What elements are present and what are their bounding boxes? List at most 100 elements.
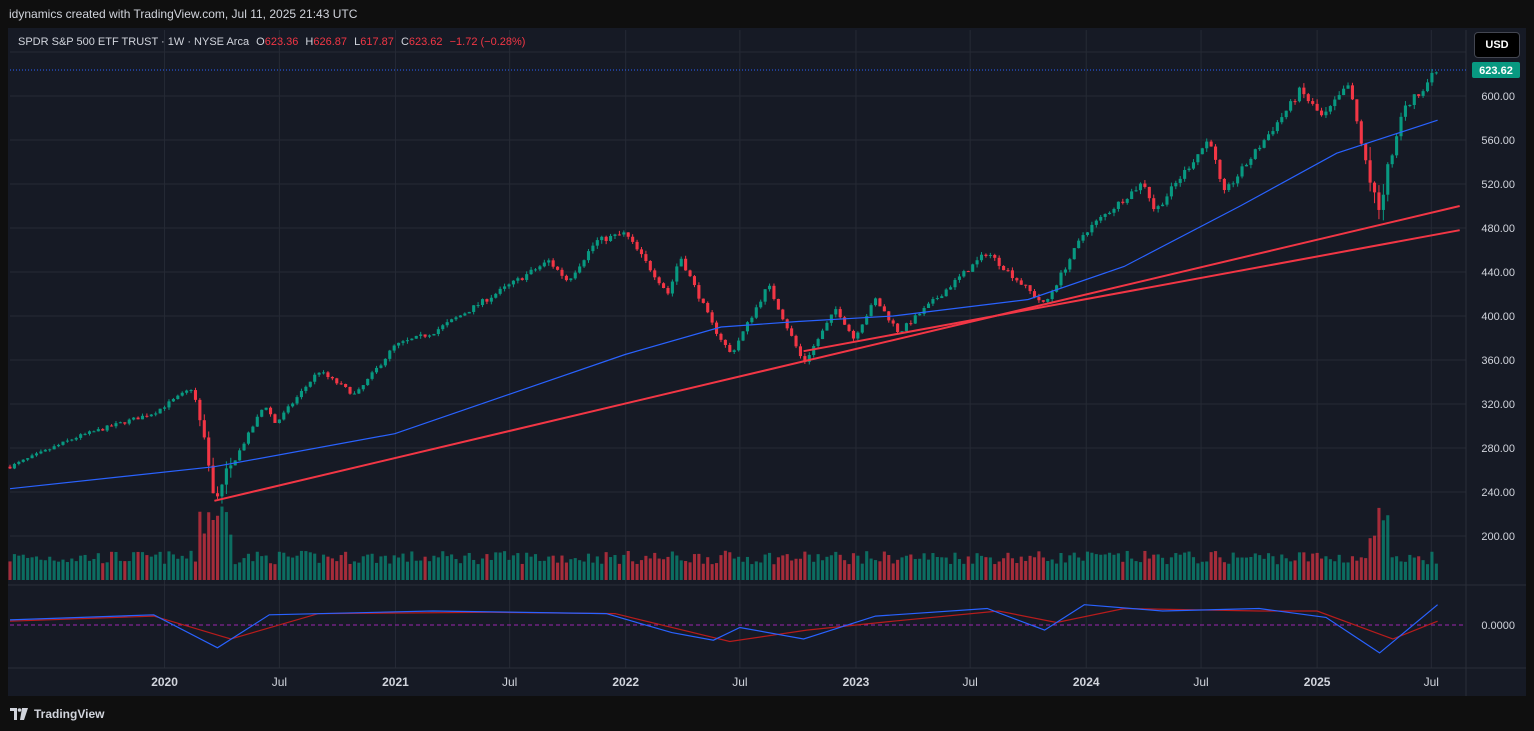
candle-body — [1253, 149, 1257, 159]
volume-bar — [715, 563, 719, 580]
currency-button[interactable]: USD — [1474, 32, 1520, 58]
candle-body — [392, 345, 396, 351]
candle-body — [1218, 159, 1222, 179]
close-label: C — [400, 36, 409, 48]
volume-bar — [1425, 564, 1430, 580]
candle-body — [1337, 95, 1341, 100]
candle-body — [776, 298, 780, 310]
candle-body — [313, 374, 317, 382]
candle-body — [820, 330, 825, 340]
volume-bar — [1183, 552, 1187, 580]
volume-bar — [498, 552, 502, 580]
candle-body — [600, 236, 604, 241]
volume-bar — [397, 557, 401, 580]
volume-bar — [383, 555, 387, 580]
volume-bar — [692, 554, 697, 580]
volume-bar — [847, 564, 851, 580]
time-tick-label: 2024 — [1073, 675, 1100, 689]
candle-body — [167, 401, 171, 408]
volume-bar — [79, 555, 83, 580]
candle-body — [551, 260, 555, 267]
candle-body — [772, 285, 776, 299]
candle-body — [454, 317, 458, 320]
candle-body — [1350, 85, 1354, 100]
candle-body — [1174, 182, 1178, 187]
volume-bar — [291, 557, 295, 580]
volume-bar — [1032, 557, 1037, 580]
candle-body — [639, 249, 644, 255]
candle-body — [529, 269, 533, 275]
volume-bar — [1311, 553, 1315, 580]
volume-bar — [480, 558, 485, 580]
volume-bar — [737, 556, 741, 580]
volume-bar — [419, 560, 423, 580]
candle-body — [1068, 259, 1072, 270]
volume-bar — [1412, 557, 1416, 580]
candle-body — [43, 449, 47, 452]
volume-bar — [613, 555, 617, 580]
volume-bar — [666, 556, 670, 580]
candle-body — [308, 381, 312, 387]
volume-bar — [1156, 554, 1160, 580]
candle-body — [1434, 72, 1438, 74]
volume-bar — [741, 561, 745, 580]
volume-bar — [193, 561, 198, 580]
candle-body — [1262, 140, 1266, 148]
candle-body — [538, 266, 542, 270]
volume-bar — [1293, 560, 1297, 580]
volume-bar — [635, 563, 639, 580]
candle-body — [763, 289, 767, 302]
candle-body — [1059, 272, 1063, 286]
volume-bar — [609, 557, 613, 580]
volume-bar — [198, 511, 202, 580]
candle-body — [662, 283, 666, 289]
volume-bar — [604, 552, 608, 580]
volume-bar — [467, 552, 471, 580]
candle-body — [1161, 204, 1165, 207]
volume-bar — [246, 553, 251, 580]
volume-bar — [843, 560, 847, 580]
candle-body — [1130, 191, 1134, 200]
candle-body — [74, 437, 78, 440]
candle-body — [158, 408, 162, 414]
candle-body — [1249, 158, 1253, 165]
candle-body — [807, 355, 811, 362]
tradingview-logo[interactable]: TradingView — [10, 707, 104, 721]
volume-bar — [118, 560, 122, 580]
volume-bar — [485, 554, 489, 580]
volume-bar — [697, 553, 701, 580]
volume-bar — [26, 557, 30, 580]
candle-body — [467, 311, 471, 314]
volume-bar — [1434, 563, 1438, 580]
volume-bar — [1024, 560, 1028, 580]
candle-body — [511, 280, 515, 285]
volume-bar — [189, 550, 193, 580]
price-chart[interactable]: 640.00600.00560.00520.00480.00440.00400.… — [0, 0, 1534, 700]
volume-bar — [600, 563, 604, 580]
volume-bar — [966, 556, 970, 580]
volume-bar — [1218, 557, 1222, 580]
candle-body — [816, 339, 820, 347]
volume-bar — [1050, 559, 1054, 580]
volume-bar — [1041, 557, 1045, 580]
symbol-legend[interactable]: SPDR S&P 500 ETF TRUST · 1W · NYSE Arca … — [18, 36, 525, 48]
volume-bar — [560, 555, 564, 580]
candle-body — [1156, 206, 1160, 210]
candle-body — [1359, 121, 1363, 144]
volume-bar — [772, 564, 776, 580]
candle-body — [516, 278, 520, 281]
volume-bar — [525, 552, 529, 580]
volume-bar — [1355, 560, 1359, 580]
volume-bar — [1178, 554, 1182, 580]
volume-bar — [21, 554, 25, 580]
candle-body — [533, 269, 538, 271]
price-tick-label: 400.00 — [1481, 311, 1515, 323]
volume-bar — [494, 552, 498, 580]
volume-bar — [1315, 552, 1319, 580]
candle-body — [295, 397, 299, 404]
volume-bar — [935, 557, 939, 580]
candle-body — [666, 288, 670, 294]
candle-body — [653, 270, 657, 278]
candle-body — [326, 372, 330, 377]
volume-bar — [436, 557, 440, 580]
